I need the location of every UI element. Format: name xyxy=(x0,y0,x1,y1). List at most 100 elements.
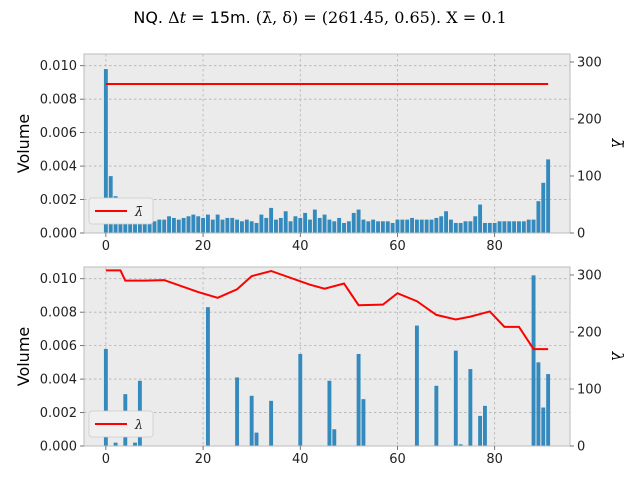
volume-bar xyxy=(298,217,303,233)
volume-bar xyxy=(546,159,551,233)
volume-bar xyxy=(380,221,385,233)
volume-bar xyxy=(201,217,206,233)
volume-bar xyxy=(536,362,541,446)
volume-bar xyxy=(385,221,390,233)
volume-bar xyxy=(103,348,108,446)
y-tick-label: 0.004 xyxy=(40,160,77,175)
plot-area xyxy=(84,267,570,446)
volume-bar xyxy=(186,216,191,233)
volume-bar xyxy=(254,432,259,446)
volume-bar xyxy=(478,415,483,446)
volume-bar xyxy=(444,211,449,233)
volume-bar xyxy=(424,219,429,233)
volume-bar xyxy=(400,219,405,233)
volume-bar xyxy=(332,429,337,446)
y-tick-label: 0.002 xyxy=(40,406,77,421)
volume-bar xyxy=(541,182,546,233)
volume-bar xyxy=(283,211,288,233)
y-axis-label: Volume xyxy=(14,114,33,174)
volume-bar xyxy=(448,219,453,233)
volume-bar xyxy=(512,221,517,233)
volume-bar xyxy=(142,222,147,233)
volume-bar xyxy=(351,212,356,233)
y2-tick-label: 200 xyxy=(577,112,602,127)
volume-bar xyxy=(414,219,419,233)
volume-bar xyxy=(458,444,463,446)
lambda-line xyxy=(105,269,549,351)
volume-bar xyxy=(473,216,478,233)
volume-bar xyxy=(337,217,342,233)
plot-area xyxy=(84,54,570,233)
x-tick-label: 0 xyxy=(102,452,110,467)
volume-bar xyxy=(434,385,439,446)
volume-bar xyxy=(468,369,473,446)
volume-bar xyxy=(205,307,210,446)
y2-tick-label: 300 xyxy=(577,268,602,283)
x-tick-label: 80 xyxy=(486,452,503,467)
y2-tick-label: 0 xyxy=(577,440,585,455)
volume-bar xyxy=(439,216,444,233)
x-tick-label: 20 xyxy=(195,452,212,467)
volume-bar xyxy=(521,221,526,233)
y2-tick-label: 0 xyxy=(577,227,585,242)
volume-bar xyxy=(531,275,536,446)
volume-bar xyxy=(269,207,274,233)
volume-bar xyxy=(259,214,264,233)
volume-bar xyxy=(308,219,312,233)
volume-bar xyxy=(244,219,249,233)
title-prefix: NQ. xyxy=(133,8,169,27)
volume-bar xyxy=(546,374,551,446)
y2-axis-label: λ xyxy=(608,350,627,361)
volume-bar xyxy=(361,399,366,446)
volume-bar xyxy=(162,219,167,233)
volume-bar xyxy=(478,204,483,233)
volume-bar xyxy=(492,222,497,233)
volume-bar xyxy=(483,222,487,233)
volume-bar xyxy=(453,222,458,233)
volume-bar xyxy=(507,221,512,233)
subplot-1: 0 20 40 60 80 0.000 0.002 0.004 0.006 0.008 0.010 0… xyxy=(14,53,627,254)
y2-tick-label: 100 xyxy=(577,169,602,184)
volume-bar xyxy=(181,217,186,233)
volume-bar xyxy=(346,221,351,233)
volume-bar xyxy=(390,222,395,233)
volume-bar xyxy=(502,221,507,233)
volume-bar xyxy=(240,221,244,233)
volume-bar xyxy=(429,219,434,233)
volume-bar xyxy=(167,216,171,233)
volume-bar xyxy=(526,219,531,233)
y-tick-label: 0.008 xyxy=(40,306,77,321)
title-delta: Δ xyxy=(168,8,180,27)
volume-bar xyxy=(278,217,283,233)
title-params: (λ̄, δ) = (261.45, 0.65). X = 0.1 xyxy=(255,8,507,27)
volume-bar xyxy=(196,216,201,233)
axes-frame xyxy=(83,266,571,447)
x-tick-label: 80 xyxy=(486,239,503,254)
volume-bar xyxy=(269,400,274,446)
y-tick-label: 0.010 xyxy=(40,272,77,287)
y2-tick-label: 200 xyxy=(577,325,602,340)
chart-title: NQ. Δt = 15m. (λ̄, δ) = (261.45, 0.65). … xyxy=(0,8,640,27)
volume-bar xyxy=(230,217,235,233)
volume-bar xyxy=(463,221,468,233)
volume-bar xyxy=(332,221,337,233)
legend-label: λ xyxy=(134,418,143,433)
y-tick-label: 0.006 xyxy=(40,339,77,354)
volume-bar xyxy=(327,380,332,446)
y2-axis-label: λ̄ xyxy=(608,137,627,148)
y-tick-label: 0.006 xyxy=(40,126,77,141)
volume-bar xyxy=(366,221,371,233)
volume-bar xyxy=(458,222,463,233)
volume-bar xyxy=(157,219,162,233)
y-tick-label: 0.002 xyxy=(40,193,77,208)
volume-bar xyxy=(128,216,133,233)
volume-bar xyxy=(215,214,220,233)
volume-bar xyxy=(317,217,322,233)
volume-bar xyxy=(531,219,536,233)
volume-bar xyxy=(210,219,215,233)
volume-bar xyxy=(356,209,361,233)
y-tick-label: 0.004 xyxy=(40,373,77,388)
axes-frame xyxy=(83,53,571,234)
volume-bar xyxy=(517,221,521,233)
y2-tick-label: 300 xyxy=(577,55,602,70)
